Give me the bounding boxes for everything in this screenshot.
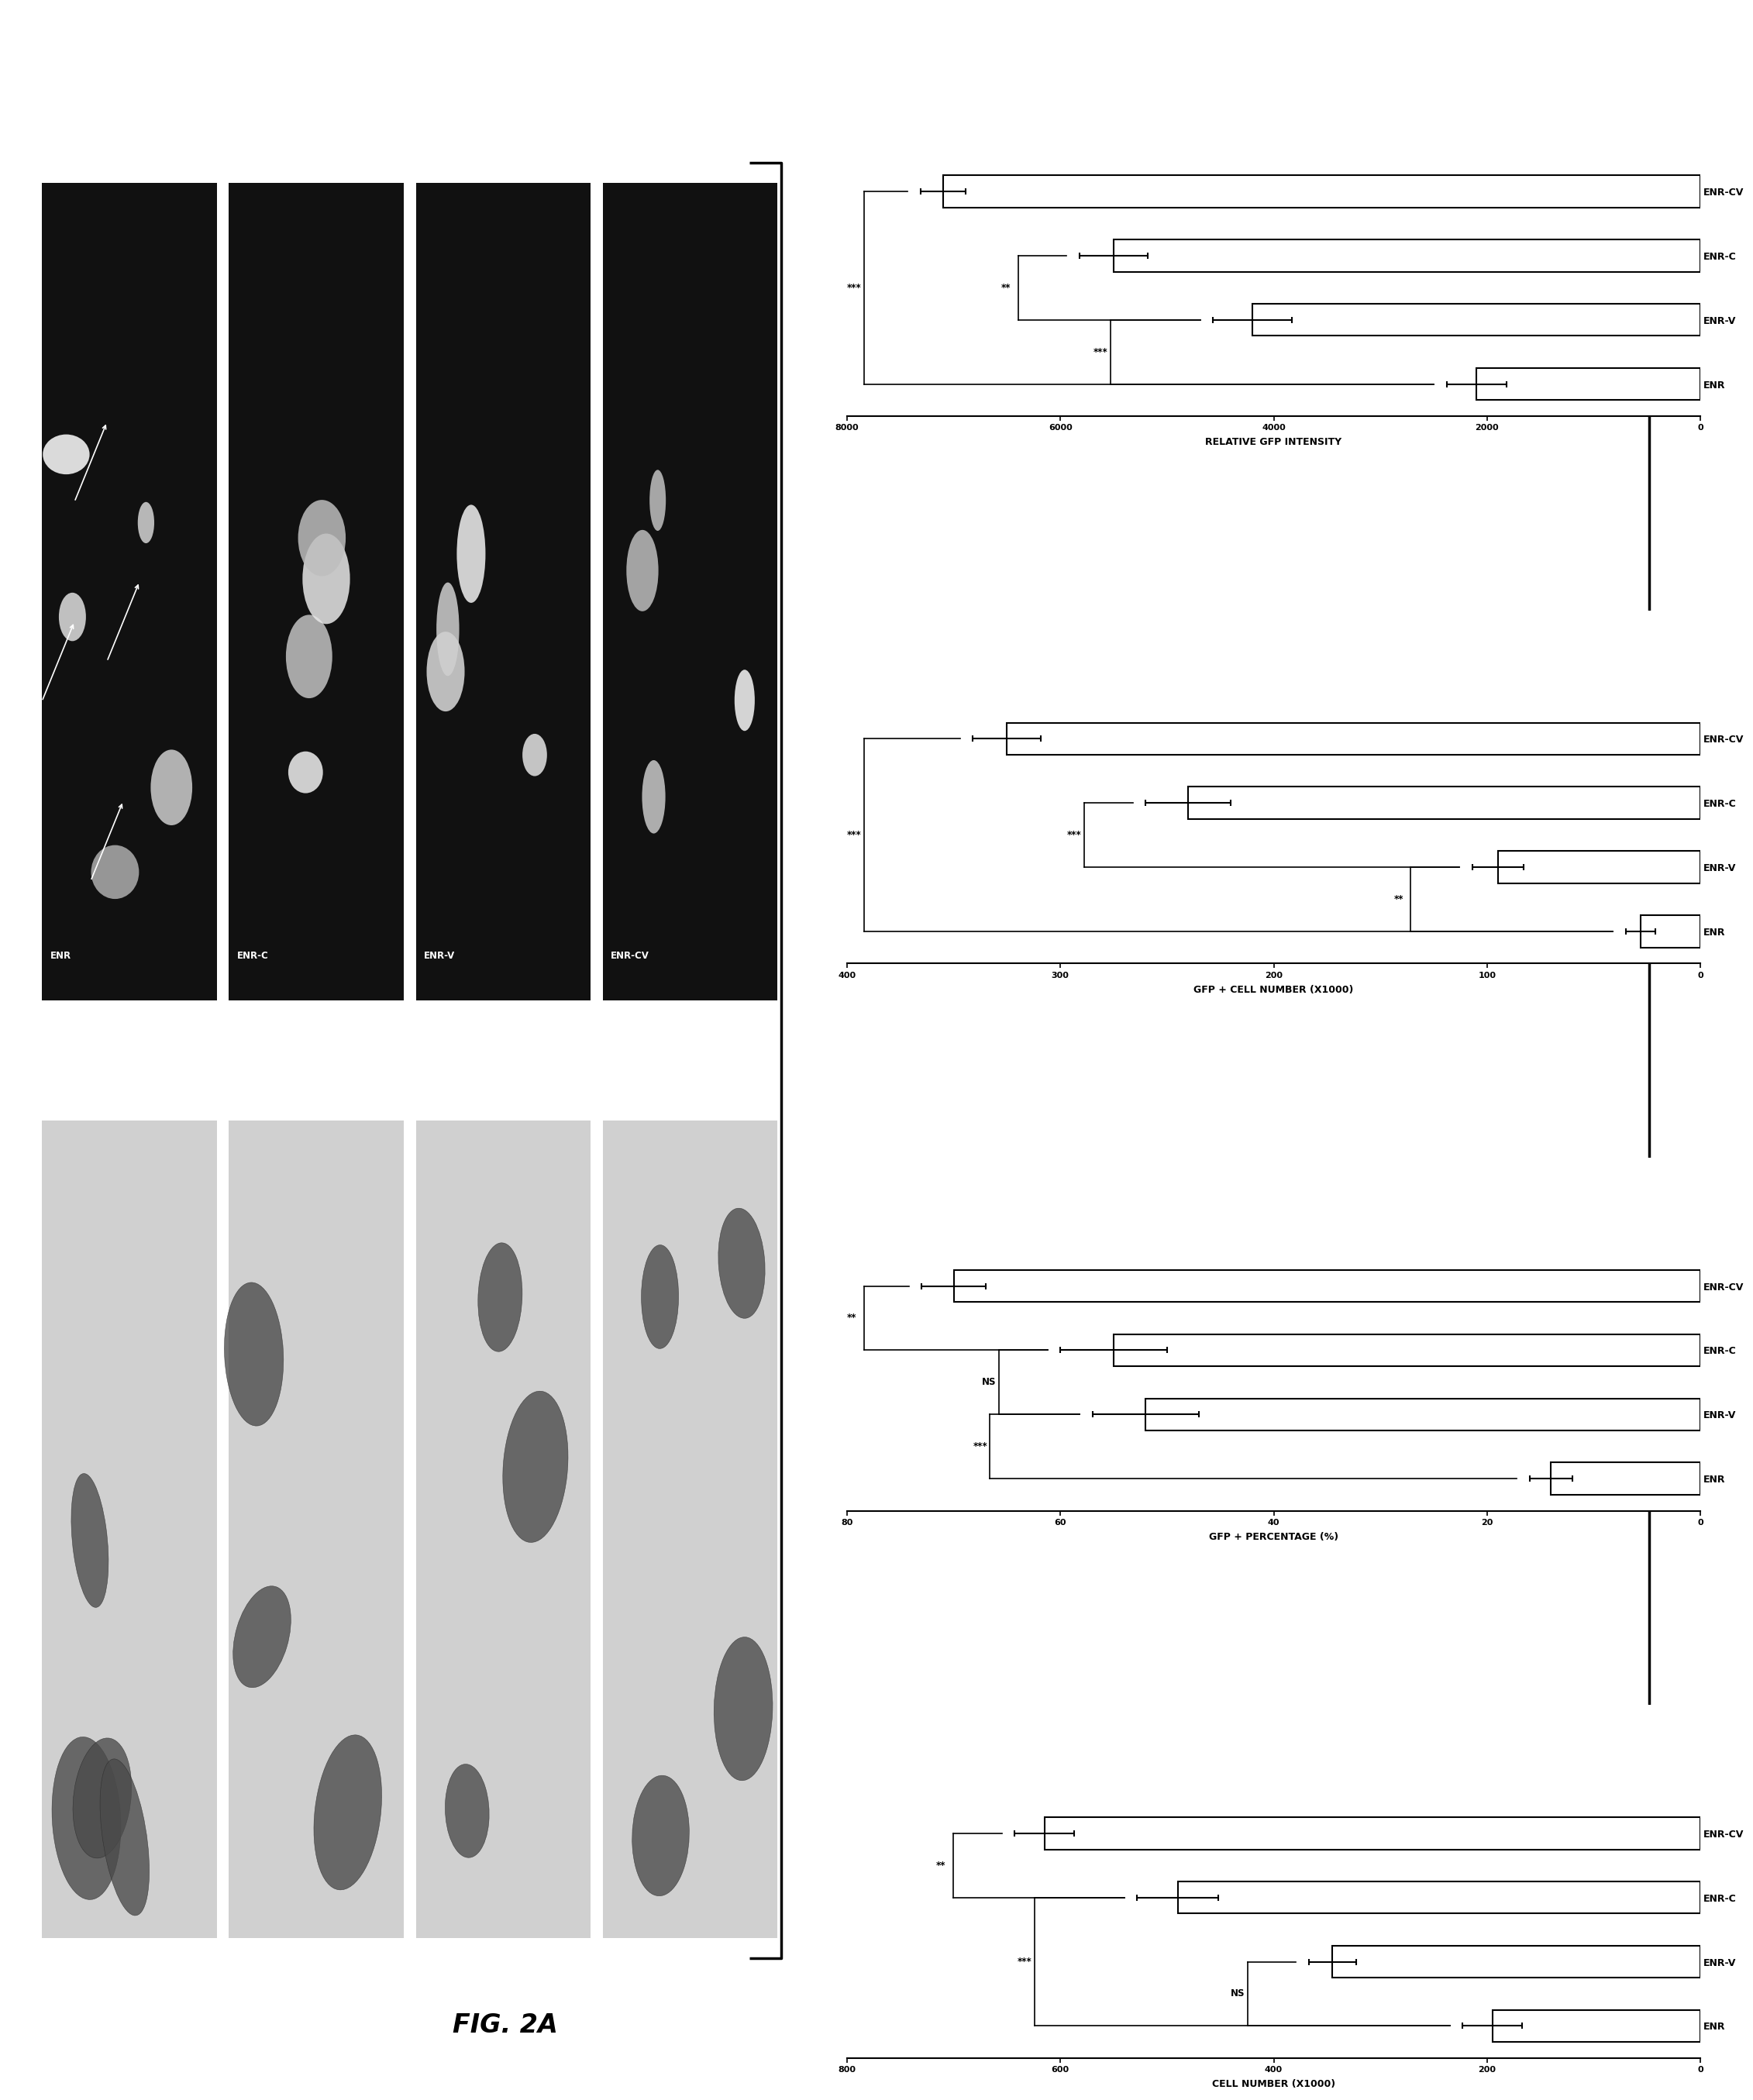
Text: **: ** [1394,895,1404,905]
Text: **: ** [1001,284,1011,292]
Ellipse shape [719,1208,764,1319]
Bar [1476,368,1700,399]
Bar [603,1121,778,1938]
X-axis label: RELATIVE GFP INTENSITY: RELATIVE GFP INTENSITY [1206,437,1343,447]
X-axis label: GFP + CELL NUMBER (X1000): GFP + CELL NUMBER (X1000) [1194,985,1353,995]
Text: ***: *** [847,284,861,292]
Text: FIG. 2A: FIG. 2A [452,2012,557,2037]
Ellipse shape [74,1739,131,1859]
Bar [1252,304,1700,336]
Ellipse shape [522,733,547,777]
Text: ***: *** [1068,830,1082,840]
Text: NS: NS [1231,1989,1245,1999]
Bar [42,183,217,1000]
Text: ***: *** [847,830,861,840]
Text: ENR: ENR [51,951,72,960]
Text: **: ** [847,1312,857,1323]
Ellipse shape [314,1735,382,1890]
Ellipse shape [298,500,345,575]
Text: ENR-C: ENR-C [237,951,268,960]
Ellipse shape [633,1774,689,1896]
Text: ***: *** [1094,347,1108,357]
Ellipse shape [286,615,333,697]
Bar [1189,788,1700,819]
Bar [415,1121,591,1938]
Ellipse shape [303,533,351,624]
Text: ENR-V: ENR-V [424,951,456,960]
Ellipse shape [53,1737,121,1901]
Ellipse shape [287,752,323,794]
Text: **: ** [936,1861,945,1871]
Ellipse shape [445,1764,489,1859]
Bar [1641,916,1700,947]
Bar [1113,239,1700,271]
Bar [603,183,778,1000]
Bar [1178,1882,1700,1913]
Ellipse shape [138,502,154,544]
Bar [1332,1947,1700,1978]
Bar [1551,1462,1700,1495]
Bar [42,1121,217,1938]
Ellipse shape [224,1283,284,1426]
Bar [1113,1334,1700,1367]
Ellipse shape [91,844,138,899]
Ellipse shape [72,1474,109,1607]
Text: NS: NS [982,1378,996,1388]
Bar [954,1270,1700,1302]
Ellipse shape [642,1245,678,1348]
Text: FIG. 2B: FIG. 2B [1579,1993,1685,2018]
Bar [230,183,403,1000]
Bar [415,183,591,1000]
Ellipse shape [503,1390,568,1541]
Ellipse shape [60,592,86,640]
X-axis label: CELL NUMBER (X1000): CELL NUMBER (X1000) [1211,2079,1336,2090]
Text: ENR-CV: ENR-CV [610,951,650,960]
Text: ***: *** [1018,1957,1033,1968]
Ellipse shape [735,670,756,731]
Bar [230,1121,403,1938]
Bar [1492,2010,1700,2041]
Bar [943,174,1700,208]
Bar [1045,1817,1700,1850]
Ellipse shape [42,435,89,475]
Ellipse shape [233,1586,291,1688]
Ellipse shape [426,632,465,712]
Ellipse shape [713,1638,773,1781]
Ellipse shape [458,504,486,603]
Ellipse shape [151,750,193,825]
Ellipse shape [650,470,666,531]
Ellipse shape [626,529,659,611]
Ellipse shape [479,1243,522,1352]
Ellipse shape [642,760,666,834]
Bar [1006,722,1700,754]
Ellipse shape [100,1760,149,1915]
Bar [1497,851,1700,884]
Text: ***: *** [973,1441,987,1451]
Bar [1146,1399,1700,1430]
X-axis label: GFP + PERCENTAGE (%): GFP + PERCENTAGE (%) [1210,1531,1339,1541]
Ellipse shape [436,582,459,676]
